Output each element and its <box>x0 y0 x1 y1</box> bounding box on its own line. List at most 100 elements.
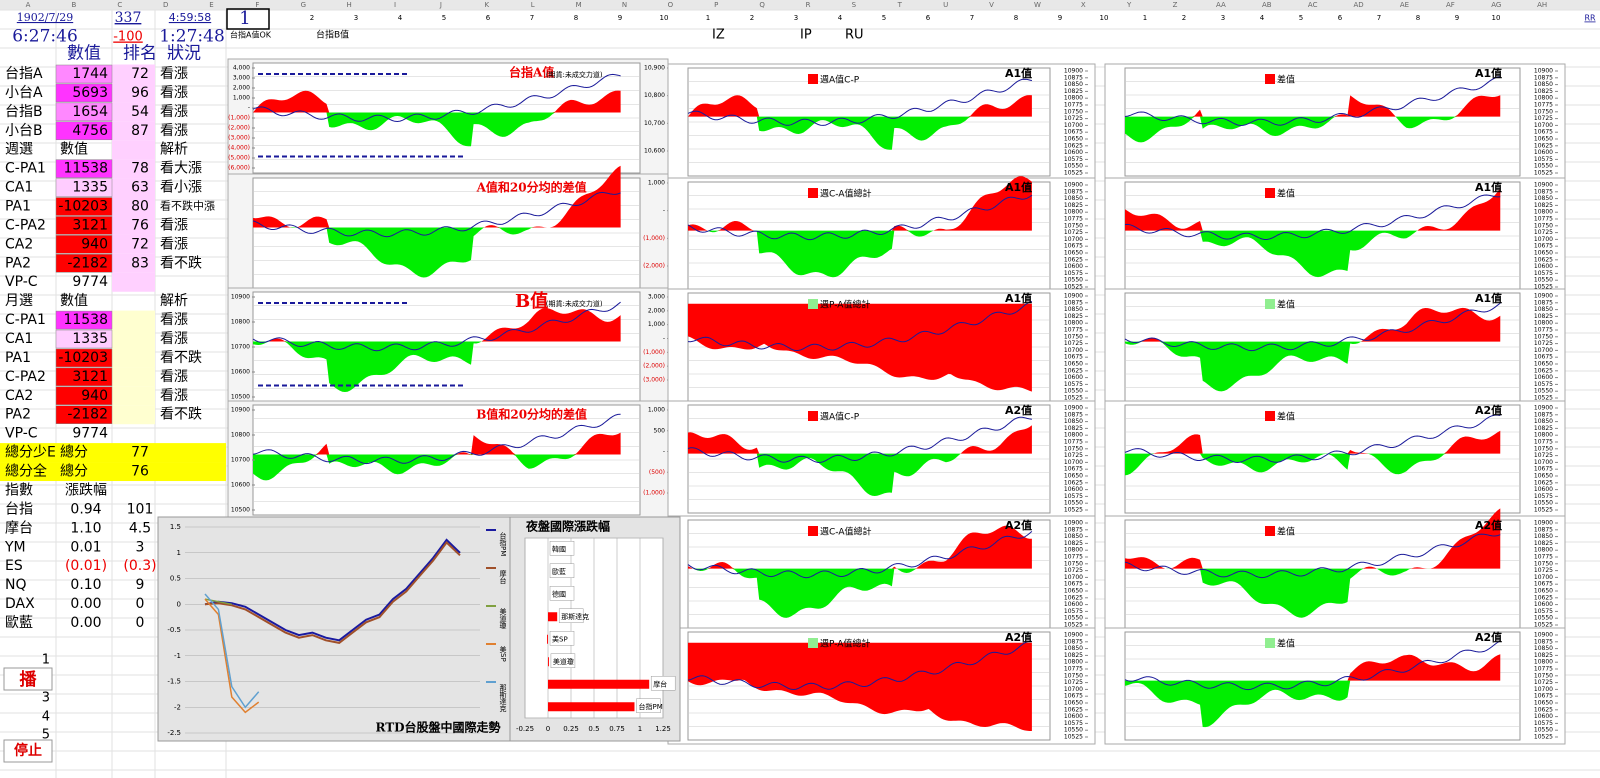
row-label: CA1 <box>5 180 33 196</box>
row-rank: 72 <box>131 66 149 82</box>
series-tag: A1值 <box>1475 180 1502 194</box>
tick-label: 10900 <box>1064 182 1083 189</box>
column-number: 6 <box>1338 14 1343 22</box>
tick-label: 10875 <box>1064 526 1083 533</box>
area-fill <box>1125 341 1501 392</box>
x-tick-label: 0.75 <box>609 725 625 733</box>
legend-swatch <box>808 299 818 309</box>
tick-label: 10650 <box>1064 700 1083 707</box>
column-letter: AA <box>1216 1 1226 9</box>
y-tick-label: -1 <box>174 652 181 660</box>
tick-label: 1,000 <box>648 407 665 414</box>
tick-label: 10725 <box>1534 567 1553 574</box>
tick-label: 4,000 <box>233 65 250 72</box>
panel-title: A值和20分均的差值 <box>476 180 587 195</box>
stop-label: 停止 <box>14 742 42 759</box>
row-rank: 83 <box>131 255 149 271</box>
tick-label: 10825 <box>1064 313 1083 320</box>
area-fill <box>1125 230 1501 278</box>
row-rank: 54 <box>131 104 149 120</box>
tick-label: 10875 <box>1064 638 1083 645</box>
row-rank: 63 <box>131 180 149 196</box>
tick-label: 10625 <box>1064 142 1083 149</box>
tick-label: 10825 <box>1064 88 1083 95</box>
tick-label: 10,600 <box>644 148 665 155</box>
row-label: C-PA2 <box>5 217 46 233</box>
index-line <box>1124 414 1501 464</box>
tick-label: 10775 <box>1534 439 1553 446</box>
row-rank: 77 <box>131 445 149 461</box>
row-label: 台指B <box>5 104 43 120</box>
tick-label: 10625 <box>1064 479 1083 486</box>
chart-title: 夜盤國際漲跌幅 <box>525 519 610 534</box>
legend-swatch <box>1265 638 1275 648</box>
tick-label: 10825 <box>1064 425 1083 432</box>
panel-subtitle: (期貨:未成交力道) <box>546 299 603 308</box>
area-fill <box>688 642 1032 731</box>
column-number: 8 <box>1014 14 1018 22</box>
category-box <box>549 563 575 578</box>
legend-swatch <box>808 188 818 198</box>
tick-label: 10850 <box>1534 418 1553 425</box>
tick-label: 10900 <box>1534 182 1553 189</box>
tick-label: 10825 <box>1534 88 1553 95</box>
series-tag: A1值 <box>1475 66 1502 80</box>
tick-label: 10650 <box>1064 361 1083 368</box>
legend-swatch <box>808 74 818 84</box>
column-letter: B <box>71 1 76 9</box>
cell-value: 1 <box>239 8 250 29</box>
tick-label: 10700 <box>1534 236 1553 243</box>
area-fill <box>1125 453 1501 476</box>
index-line <box>687 531 1033 579</box>
tick-label: 10700 <box>1064 574 1083 581</box>
diff: -100 <box>113 30 143 45</box>
row-value: 0.94 <box>70 501 101 517</box>
row-label: 總分全 <box>5 463 47 480</box>
column-number: 9 <box>1455 14 1459 22</box>
column-number: 4 <box>838 14 843 22</box>
tick-label: 10750 <box>1064 108 1083 115</box>
category-label: 美道瓊 <box>553 657 574 666</box>
legend-label: 差值 <box>1277 411 1295 423</box>
rank-cell <box>112 140 155 160</box>
counter: 5 <box>42 728 50 743</box>
tick-label: 10700 <box>1534 122 1553 129</box>
row-value: 940 <box>81 388 108 404</box>
y-tick-label: 1.5 <box>170 523 181 531</box>
row-value: -10203 <box>58 199 108 215</box>
row-status: 解析 <box>160 142 188 158</box>
row-label: NQ <box>5 577 27 593</box>
tick-label: 10675 <box>1534 693 1553 700</box>
row-label: PA2 <box>5 255 31 271</box>
tick-label: 10800 <box>1064 95 1083 102</box>
tick-label: 10700 <box>1534 459 1553 466</box>
area-fill <box>253 308 621 342</box>
tick-label: 10600 <box>1534 486 1553 493</box>
column-number: 6 <box>926 14 931 22</box>
area-fill <box>1125 95 1501 117</box>
stop-button[interactable] <box>3 739 53 763</box>
row-status: 看漲 <box>160 217 188 233</box>
row-value: -10203 <box>58 350 108 366</box>
area-fill <box>253 90 621 113</box>
rank-cell <box>112 348 155 368</box>
tick-label: 10800 <box>1534 95 1553 102</box>
tick-label: 10525 <box>1534 395 1553 402</box>
tick-label: 10725 <box>1064 229 1083 236</box>
y-tick-label: -2.5 <box>167 729 181 737</box>
column-number: 10 <box>1492 14 1501 22</box>
tick-label: 10575 <box>1534 156 1553 163</box>
row-value: 1335 <box>72 180 108 196</box>
x-tick-label: 0 <box>546 725 550 733</box>
tick-label: 10825 <box>1064 652 1083 659</box>
play-button[interactable] <box>3 667 53 691</box>
column-letter: A <box>26 1 31 9</box>
tick-label: 10700 <box>1064 236 1083 243</box>
legend-swatch <box>1265 188 1275 198</box>
tick-label: 10575 <box>1064 270 1083 277</box>
value-cell <box>55 159 113 178</box>
legend-label: 週P-A值總計 <box>820 299 870 311</box>
tick-label: 10600 <box>1534 149 1553 156</box>
column-number: 4 <box>398 14 403 22</box>
row-status: 看漲 <box>160 369 188 385</box>
